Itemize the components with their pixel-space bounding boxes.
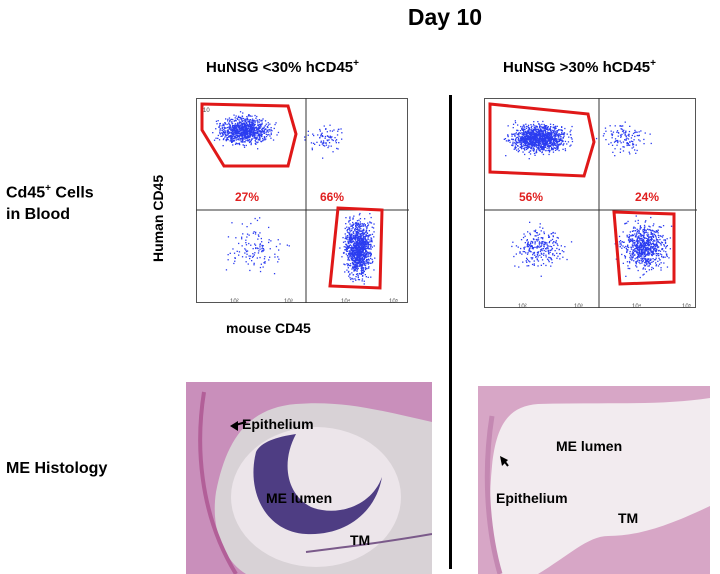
- row-label-blood-cd45: Cd45: [6, 184, 46, 202]
- svg-text:10²: 10²: [518, 304, 527, 308]
- svg-text:10⁵: 10⁵: [389, 298, 399, 303]
- gate-mouse: [328, 206, 384, 290]
- row-label-blood-line1: Cd45+ Cells: [6, 178, 94, 204]
- plot-low-pct-mouse: 66%: [320, 190, 345, 204]
- histology-low-epithelium-label: Epithelium: [242, 416, 314, 432]
- svg-text:10⁴: 10⁴: [341, 298, 351, 303]
- column-heading-high: HuNSG >30% hCD45+: [503, 58, 656, 76]
- scatter-dots: [212, 111, 376, 285]
- histology-low-tm-label: TM: [350, 532, 371, 548]
- flow-plot-low: 10 10² 10³ 10⁴ 10⁵: [196, 98, 409, 303]
- gate-human: [200, 102, 298, 168]
- plot-high-pct-mouse: 24%: [635, 190, 660, 204]
- plot-low-pct-human: 27%: [235, 190, 260, 204]
- column-heading-low: HuNSG <30% hCD45+: [206, 58, 359, 76]
- svg-text:10⁴: 10⁴: [632, 303, 642, 308]
- column-heading-high-text: HuNSG >30% hCD45: [503, 59, 651, 76]
- histology-image-high: ME lumen Epithelium TM: [478, 386, 710, 574]
- svg-text:10: 10: [203, 108, 210, 114]
- row-label-blood-line2: in Blood: [6, 206, 70, 224]
- histology-high-tm-label: TM: [618, 510, 639, 526]
- svg-text:10⁵: 10⁵: [682, 303, 692, 308]
- flow-plot-high: 10² 10³ 10⁴ 10⁵: [484, 98, 697, 308]
- y-axis-label: Human CD45: [150, 174, 166, 262]
- svg-text:10³: 10³: [574, 304, 583, 308]
- x-axis-label: mouse CD45: [226, 320, 311, 336]
- histology-image-low: Epithelium ME lumen TM: [186, 382, 432, 574]
- gate-mouse: [612, 210, 676, 286]
- gate-human: [488, 102, 596, 178]
- histology-drawing-high: [478, 386, 710, 574]
- column-heading-low-text: HuNSG <30% hCD45: [206, 59, 354, 76]
- histology-low-lumen-label: ME lumen: [266, 490, 333, 506]
- row-label-histology: ME Histology: [6, 460, 108, 477]
- histology-drawing-low: [186, 382, 432, 574]
- row-label-blood-sup: +: [45, 183, 51, 194]
- svg-text:10³: 10³: [284, 299, 293, 303]
- figure-title: Day 10: [407, 4, 483, 30]
- column-divider: [449, 95, 452, 569]
- histology-high-epithelium-label: Epithelium: [496, 490, 568, 506]
- svg-text:10²: 10²: [230, 299, 239, 303]
- plot-frame: [196, 98, 408, 303]
- scatter-dots: [503, 120, 673, 279]
- row-label-blood-cells: Cells: [50, 184, 94, 202]
- column-heading-high-sup: +: [650, 58, 656, 69]
- row-label-blood: Cd45+ Cells in Blood: [6, 178, 94, 226]
- plot-high-pct-human: 56%: [519, 190, 544, 204]
- column-heading-low-sup: +: [353, 58, 359, 69]
- histology-high-lumen-label: ME lumen: [556, 438, 623, 454]
